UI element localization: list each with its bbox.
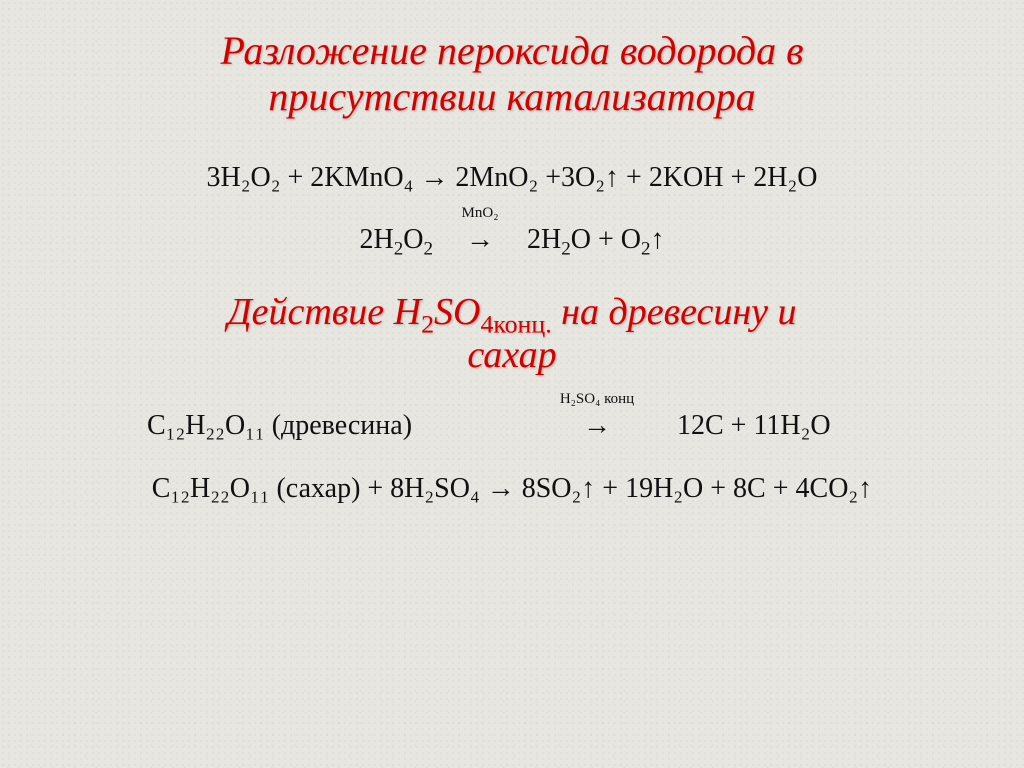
title-line-1: Разложение пероксида водорода в	[220, 28, 803, 73]
subtitle-line2: сахар	[467, 334, 556, 376]
subtitle-prefix: Действие H	[227, 291, 421, 333]
equation-3-left: C₁₂H₂₂O₁₁ (древесина)	[147, 408, 517, 444]
equations-block-2: C₁₂H₂₂O₁₁ (древесина) H₂SO₄ конц → 12C +…	[40, 398, 984, 525]
subtitle-sub1: 2	[421, 309, 434, 338]
equation-4: C₁₂H₂₂O₁₁ (сахар) + 8H₂SO₄ → 8SO₂↑ + 19H…	[40, 471, 984, 507]
slide-subtitle: Действие H2SO4конц. на древесину и сахар	[40, 291, 984, 378]
subtitle-mid: SO	[434, 291, 480, 333]
equation-3-catalyst: H₂SO₄ конц	[560, 390, 634, 410]
slide-title: Разложение пероксида водорода в присутст…	[40, 28, 984, 120]
equation-2: 2H2O2 MnO₂ → 2H2O + O2↑	[40, 222, 984, 258]
equation-3-arrow: H₂SO₄ конц →	[557, 408, 637, 444]
subtitle-suffix: на древесину и	[552, 291, 797, 333]
equation-2-catalyst: MnO₂	[462, 204, 499, 224]
title-line-2: присутствии катализатора	[268, 74, 755, 119]
equations-block-1: 3H₂O₂ + 2KMnO₄ → 2MnO₂ +3O₂↑ + 2KOH + 2H…	[40, 150, 984, 277]
equation-2-arrow: MnO₂ →	[440, 222, 520, 258]
equation-1: 3H₂O₂ + 2KMnO₄ → 2MnO₂ +3O₂↑ + 2KOH + 2H…	[40, 160, 984, 196]
equation-3-right: 12C + 11H₂O	[677, 408, 877, 444]
equation-3: C₁₂H₂₂O₁₁ (древесина) H₂SO₄ конц → 12C +…	[40, 408, 984, 444]
slide-container: Разложение пероксида водорода в присутст…	[0, 0, 1024, 768]
